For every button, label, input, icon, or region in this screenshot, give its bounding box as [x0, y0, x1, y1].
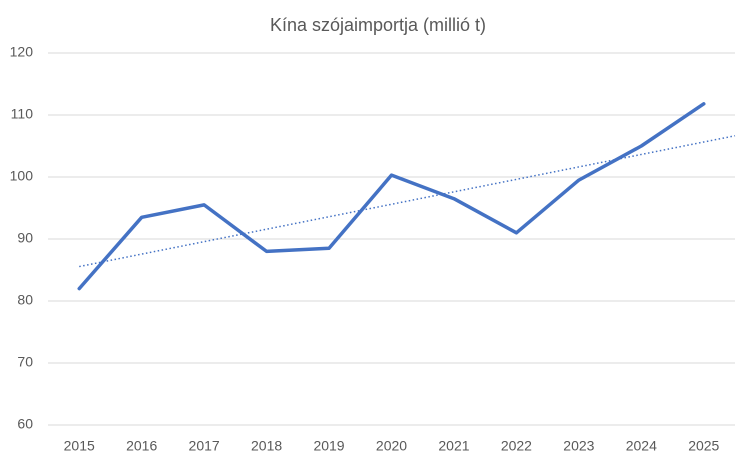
y-tick-label: 100 [10, 168, 34, 184]
x-tick-label: 2017 [189, 438, 220, 454]
y-tick-label: 60 [17, 416, 33, 432]
trendline [79, 135, 736, 268]
x-tick-label: 2021 [438, 438, 469, 454]
data-line [77, 102, 706, 291]
y-tick-label: 90 [17, 230, 33, 246]
x-tick-label: 2025 [688, 438, 719, 454]
y-tick-label: 110 [11, 106, 34, 122]
x-tick-label: 2018 [251, 438, 282, 454]
x-tick-label: 2016 [126, 438, 157, 454]
x-tick-label: 2019 [313, 438, 344, 454]
chart-title: Kína szójaimportja (millió t) [270, 15, 486, 35]
y-tick-label: 80 [17, 292, 33, 308]
x-tick-label: 2020 [376, 438, 407, 454]
x-tick-label: 2022 [501, 438, 532, 454]
y-tick-label: 120 [10, 44, 34, 60]
x-tick-label: 2024 [626, 438, 657, 454]
x-tick-label: 2023 [563, 438, 594, 454]
y-tick-label: 70 [17, 354, 33, 370]
x-tick-label: 2015 [64, 438, 95, 454]
